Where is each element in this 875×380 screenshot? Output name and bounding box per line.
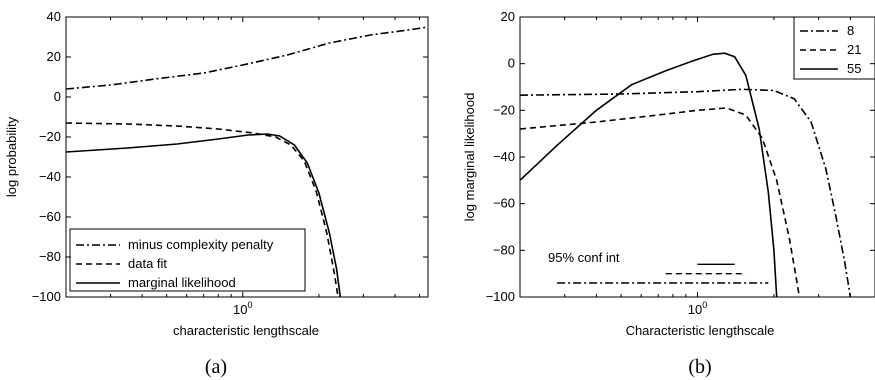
y-tick-label: 0 [54,89,61,104]
y-tick-label: −80 [493,242,515,257]
panel-a: −100 −80 −60 −40 −20 0 20 40 100 characteristic … [4,9,429,378]
y-tick-label: −60 [493,196,515,211]
y-tick-label: −100 [32,289,61,304]
legend-b: 8 21 55 [793,16,875,80]
y-tick-label: −100 [486,289,515,304]
legend-label: marginal likelihood [128,275,236,290]
x-axis-label-b: Characteristic lengthscale [626,323,775,338]
ticks-a: −100 −80 −60 −40 −20 0 20 40 100 [32,9,428,317]
y-tick-label: −60 [39,209,61,224]
series-line-21 [519,107,801,298]
y-tick-label: 20 [501,9,515,24]
y-tick-label: −20 [39,129,61,144]
curves-b [519,52,852,298]
curves-a [65,26,429,298]
legend-a: minus complexity penalty data fit marginal… [69,228,306,292]
series-line-data-fit [65,122,339,298]
y-tick-label: 40 [47,9,61,24]
conf-int-annotation: 95% conf int [548,250,620,265]
panel-b: −100 −80 −60 −40 −20 0 20 100 95% conf int Char… [462,9,875,378]
series-line-minus-complexity-penalty [65,26,429,90]
legend-label: minus complexity penalty [128,237,274,252]
x-tick-label: 100 [233,300,252,317]
y-tick-label: 20 [47,49,61,64]
ticks-b: −100 −80 −60 −40 −20 0 20 100 [486,9,875,317]
legend-label: 21 [847,42,861,57]
confidence-intervals-b [557,263,769,284]
caption-a: (a) [205,356,227,378]
legend-box-b [793,16,875,80]
y-axis-label-b: log marginal likelihood [462,93,477,222]
legend-label: 55 [847,61,861,76]
x-axis-label-a: characteristic lengthscale [173,323,319,338]
x-tick-label: 100 [688,300,707,317]
legend-box-a [69,228,306,292]
y-tick-label: −20 [493,102,515,117]
legend-label: data fit [128,256,167,271]
caption-b: (b) [688,356,711,378]
plot-frame-a [65,16,429,298]
y-tick-label: −40 [493,149,515,164]
y-axis-label-a: log probability [4,116,19,197]
legend-label: 8 [847,23,854,38]
y-tick-label: 0 [508,56,515,71]
y-tick-label: −80 [39,249,61,264]
y-tick-label: −40 [39,169,61,184]
series-line-8 [519,88,852,298]
series-line-55 [519,52,778,298]
series-line-marginal-likelihood [65,133,342,298]
